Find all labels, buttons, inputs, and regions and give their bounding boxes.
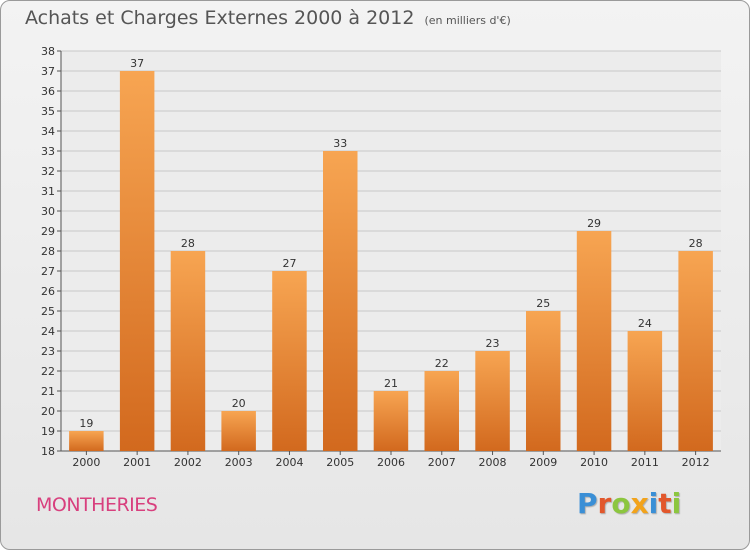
- bar-2001: [119, 71, 155, 451]
- logo-letter: r: [597, 487, 612, 520]
- data-label-2000: 19: [79, 417, 93, 430]
- y-tick-label: 34: [41, 125, 55, 138]
- bar-2009: [526, 311, 561, 451]
- x-tick-label-2000: 2000: [72, 456, 100, 469]
- y-tick-label: 32: [41, 165, 55, 178]
- bar-2003: [221, 411, 256, 451]
- y-tick-label: 25: [41, 305, 55, 318]
- x-tick-label-2004: 2004: [275, 456, 303, 469]
- x-tick-label-2006: 2006: [377, 456, 405, 469]
- data-label-2001: 37: [130, 57, 144, 70]
- bar-2006: [373, 391, 409, 451]
- x-tick-label-2002: 2002: [174, 456, 202, 469]
- x-tick-label-2008: 2008: [479, 456, 507, 469]
- y-tick-label: 18: [41, 445, 55, 458]
- y-tick-label: 26: [41, 285, 55, 298]
- logo-letter: t: [658, 487, 672, 520]
- x-tick-label-2011: 2011: [631, 456, 659, 469]
- y-tick-label: 27: [41, 265, 55, 278]
- x-tick-label-2010: 2010: [580, 456, 608, 469]
- x-tick-label-2007: 2007: [428, 456, 456, 469]
- chart-title: Achats et Charges Externes 2000 à 2012 (e…: [25, 7, 511, 29]
- data-label-2009: 25: [536, 297, 550, 310]
- logo-letter: o: [611, 487, 631, 520]
- data-label-2004: 27: [282, 257, 296, 270]
- data-label-2006: 21: [384, 377, 398, 390]
- y-tick-label: 37: [41, 65, 55, 78]
- proxiti-logo: Proxiti: [577, 487, 681, 520]
- logo-letter: P: [577, 487, 598, 520]
- y-tick-label: 28: [41, 245, 55, 258]
- x-tick-label-2012: 2012: [682, 456, 710, 469]
- y-tick-label: 21: [41, 385, 55, 398]
- y-tick-label: 30: [41, 205, 55, 218]
- y-tick-label: 23: [41, 345, 55, 358]
- x-tick-label-2003: 2003: [225, 456, 253, 469]
- data-label-2003: 20: [232, 397, 246, 410]
- data-label-2011: 24: [638, 317, 652, 330]
- bar-2004: [272, 271, 307, 451]
- bar-2005: [323, 151, 358, 451]
- logo-letter: i: [648, 487, 659, 520]
- y-tick-label: 33: [41, 145, 55, 158]
- y-tick-label: 38: [41, 45, 55, 58]
- data-label-2008: 23: [486, 337, 500, 350]
- bar-2012: [678, 251, 713, 451]
- y-tick-label: 24: [41, 325, 55, 338]
- y-tick-label: 35: [41, 105, 55, 118]
- y-tick-label: 31: [41, 185, 55, 198]
- y-tick-label: 36: [41, 85, 55, 98]
- x-tick-label-2009: 2009: [529, 456, 557, 469]
- x-tick-label-2005: 2005: [326, 456, 354, 469]
- data-label-2005: 33: [333, 137, 347, 150]
- bar-2010: [576, 231, 612, 451]
- bar-2011: [627, 331, 663, 451]
- commune-name: MONTHERIES: [36, 494, 158, 516]
- data-label-2010: 29: [587, 217, 601, 230]
- chart-subtitle: (en milliers d'€): [424, 14, 511, 27]
- chart-title-text: Achats et Charges Externes 2000 à 2012: [25, 7, 415, 29]
- y-tick-label: 20: [41, 405, 55, 418]
- logo-letter: x: [630, 487, 649, 520]
- bar-2007: [424, 371, 459, 451]
- bar-2002: [170, 251, 206, 451]
- y-tick-label: 19: [41, 425, 55, 438]
- bar-2000: [69, 431, 104, 451]
- y-tick-label: 22: [41, 365, 55, 378]
- x-tick-label-2001: 2001: [123, 456, 151, 469]
- logo-letter: i: [671, 487, 682, 520]
- y-tick-label: 29: [41, 225, 55, 238]
- bar-2008: [475, 351, 510, 451]
- data-label-2012: 28: [689, 237, 703, 250]
- data-label-2002: 28: [181, 237, 195, 250]
- data-label-2007: 22: [435, 357, 449, 370]
